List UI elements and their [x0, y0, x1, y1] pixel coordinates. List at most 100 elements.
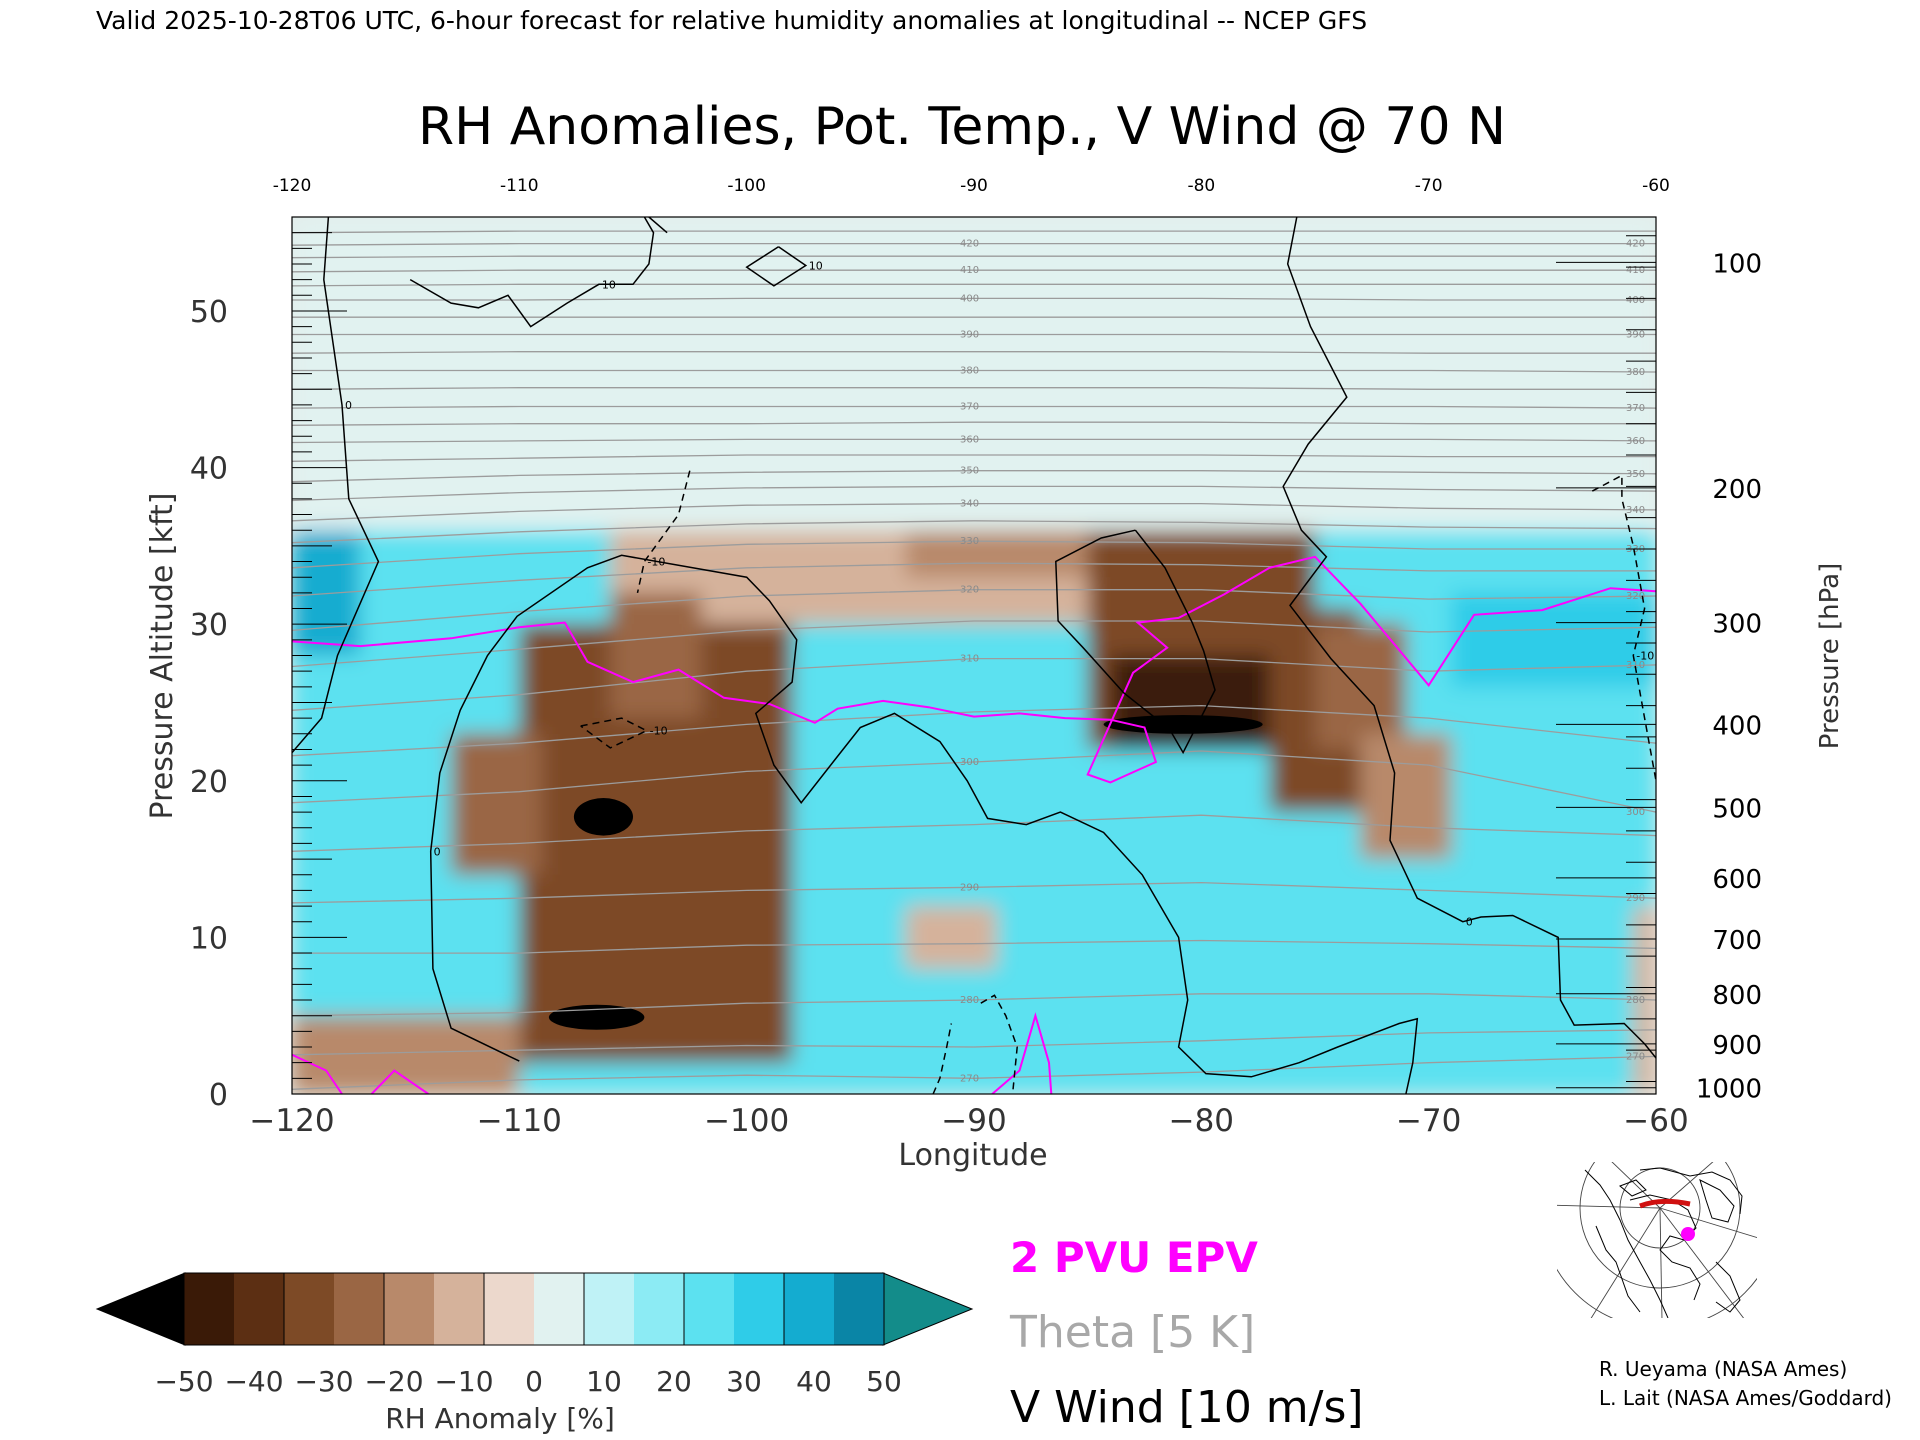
vwind-neg10-contours-2	[1591, 474, 1656, 781]
right-axis-ticks	[1556, 235, 1656, 1089]
theta-contour-370	[292, 405, 1656, 409]
rh-region-2	[1451, 592, 1656, 687]
pressure-tick-label-800: 800	[1712, 981, 1762, 1011]
rh-region-11	[1110, 655, 1270, 750]
colorbar-cell-8	[584, 1273, 635, 1345]
epv-2pvu-line	[292, 555, 1656, 1094]
x-tick-label-3: −90	[941, 1103, 1006, 1139]
pressure-tick-label-300: 300	[1712, 610, 1762, 640]
legend-vwind: V Wind [10 m/s]	[1010, 1382, 1364, 1433]
theta-label-right-370: 370	[1626, 403, 1645, 414]
colorbar-cell-5	[434, 1273, 485, 1345]
top-tick-label-0: -120	[273, 176, 312, 196]
x-tick-label-5: −70	[1396, 1103, 1461, 1139]
vwind-neg10-contours-4	[980, 994, 1018, 1094]
theta-label-390: 390	[960, 329, 979, 340]
epv-2pvu-contour	[292, 555, 1656, 784]
colorbar-cell-10	[684, 1273, 735, 1345]
theta-contour-365	[292, 421, 1656, 426]
y-tick-label-5: 50	[190, 295, 228, 330]
colorbar-tick-label-6: 10	[586, 1365, 622, 1398]
inset-locator-map	[1557, 1162, 1757, 1318]
x-tick-labels: −120 −110 −100 −90 −80 −70 −60	[249, 1103, 1688, 1139]
theta-contour-285	[292, 939, 1656, 954]
theta-contour-420	[292, 242, 1656, 246]
x-tick-label-6: −60	[1623, 1103, 1688, 1139]
top-longitude-axis: -120 -110 -100 -90 -80 -70 -60	[273, 176, 1670, 196]
theta-contour-425	[292, 230, 1656, 234]
vwind-zero-contours-label-0: 0	[345, 399, 352, 412]
y-tick-label-0: 0	[209, 1078, 228, 1113]
pressure-tick-label-700: 700	[1712, 926, 1762, 956]
colorbar-tick-label-7: 20	[656, 1365, 692, 1398]
theta-contour-295	[292, 814, 1656, 852]
vwind-neg10-contours-0	[636, 470, 691, 594]
theta-contour-410	[292, 269, 1656, 273]
y-axis-left: 0 10 20 30 40 50 Pressure Altitude [kft]	[145, 295, 228, 1113]
vwind-pos10-contours-label-0: 10	[602, 278, 616, 291]
vwind-zero-contours-1	[429, 554, 1419, 1094]
vwind-pos10-contours-1	[745, 246, 808, 287]
theta-contour-305	[292, 704, 1656, 757]
colorbar-cell-3	[334, 1273, 385, 1345]
vwind-neg10-contours-3	[932, 1023, 953, 1094]
rh-region-3	[292, 217, 1656, 531]
legend-epv: 2 PVU EPV	[1010, 1233, 1258, 1282]
vwind-zero-contours-3	[648, 217, 668, 234]
rh-region-8	[610, 592, 702, 719]
y-tick-label-3: 30	[190, 608, 228, 643]
theta-label-right-280: 280	[1626, 995, 1645, 1006]
theta-label-270: 270	[960, 1073, 979, 1084]
colorbar-over-arrow	[882, 1272, 974, 1346]
theta-label-right-310: 310	[1626, 660, 1645, 671]
chart-title: RH Anomalies, Pot. Temp., V Wind @ 70 N	[418, 97, 1506, 157]
vwind-neg10-contours-1	[580, 717, 649, 749]
pressure-tick-labels: 100 200 300 400 500 600 700 800 900 1000	[1696, 249, 1762, 1104]
top-tick-label-4: -80	[1187, 176, 1215, 196]
colorbar-tick-label-4: −10	[434, 1365, 493, 1398]
pressure-tick-label-400: 400	[1712, 711, 1762, 741]
pressure-tick-label-500: 500	[1712, 794, 1762, 824]
x-tick-label-1: −110	[477, 1103, 562, 1139]
vwind-zero-contours-label-2: 0	[1466, 916, 1473, 929]
rh-anomaly-field	[292, 217, 1656, 1094]
colorbar-tick-label-3: −20	[364, 1365, 423, 1398]
colorbar-tick-labels: −50 −40 −30 −20 −10 0 10 20 30 40 50	[154, 1365, 901, 1398]
theta-label-320: 320	[960, 585, 979, 596]
valid-time-header: Valid 2025-10-28T06 UTC, 6-hour forecast…	[96, 6, 1367, 35]
inset-cross-section-line	[1639, 1198, 1691, 1209]
theta-label-420: 420	[960, 239, 979, 250]
colorbar-tick-label-9: 40	[796, 1365, 832, 1398]
inset-map-graticule	[1557, 1162, 1757, 1318]
credits: R. Ueyama (NASA Ames) L. Lait (NASA Ames…	[1599, 1357, 1892, 1410]
theta-contour-415	[292, 255, 1656, 259]
y-axis-right: 100 200 300 400 500 600 700 800 900 1000 Pressure…	[1696, 249, 1845, 1104]
pressure-tick-label-1000: 1000	[1696, 1075, 1762, 1105]
theta-contour-335	[292, 520, 1656, 544]
epv-fragment-2	[991, 1012, 1053, 1094]
theta-label-right-400: 400	[1626, 295, 1645, 306]
theta-label-280: 280	[960, 995, 979, 1006]
theta-label-370: 370	[960, 401, 979, 412]
colorbar-cell-12	[784, 1273, 835, 1345]
theta-contour-325	[292, 562, 1656, 597]
colorbar-cell-13	[834, 1273, 885, 1345]
theta-contour-400	[292, 297, 1656, 301]
theta-label-310: 310	[960, 654, 979, 665]
legend-theta: Theta [5 K]	[1009, 1307, 1255, 1358]
x-axis-bottom: −120 −110 −100 −90 −80 −70 −60 Longitude	[249, 1103, 1688, 1173]
theta-label-410: 410	[960, 265, 979, 276]
theta-contour-300	[292, 750, 1656, 813]
credit-line-2: L. Lait (NASA Ames/Goddard)	[1599, 1386, 1892, 1410]
theta-label-300: 300	[960, 757, 979, 768]
colorbar-tick-label-1: −40	[224, 1365, 283, 1398]
y-tick-label-1: 10	[190, 921, 228, 956]
y-tick-labels: 0 10 20 30 40 50	[190, 295, 228, 1113]
theta-label-330: 330	[960, 536, 979, 547]
vwind-neg10-contours-label-0: -10	[647, 556, 665, 569]
top-tick-labels: -120 -110 -100 -90 -80 -70 -60	[273, 176, 1670, 196]
theta-contour-290	[292, 881, 1656, 904]
theta-contour-270	[292, 1055, 1656, 1090]
vwind-neg10-contours-label-2: -10	[1636, 650, 1654, 663]
